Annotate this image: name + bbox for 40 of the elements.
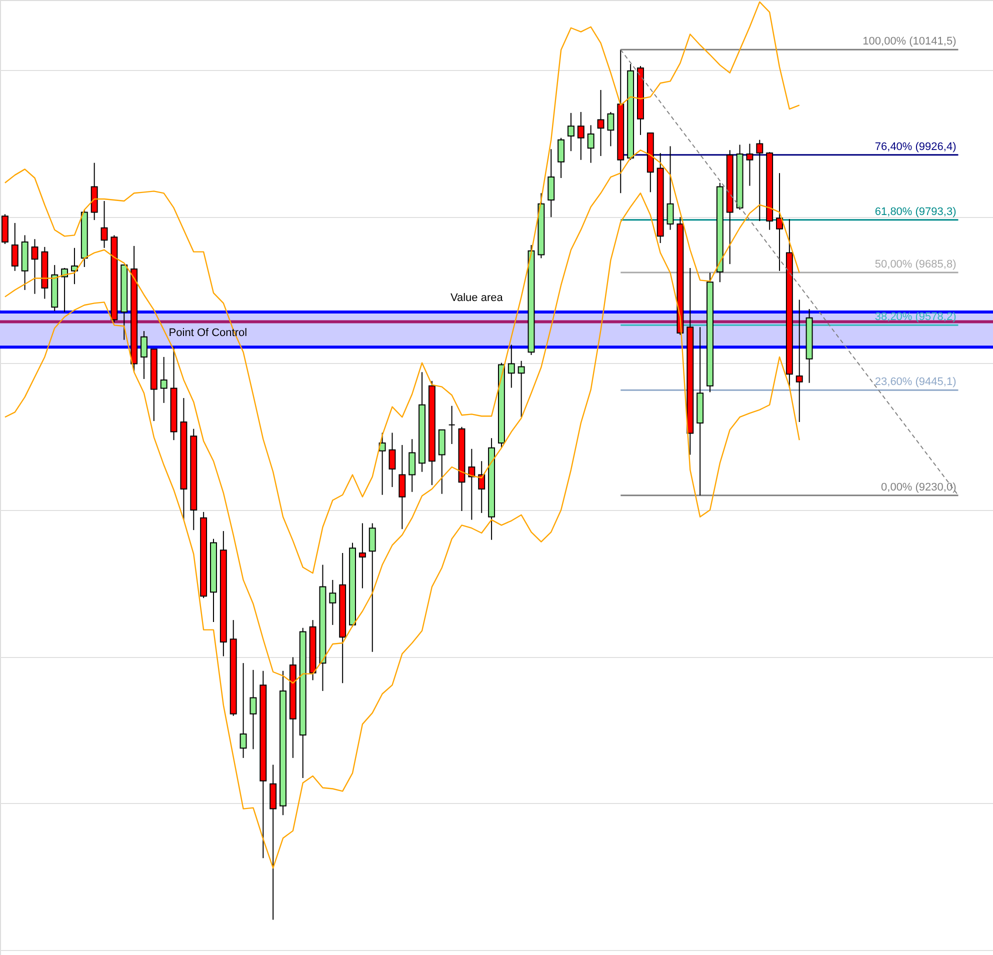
candlestick: [558, 137, 565, 178]
candlestick: [368, 522, 376, 652]
candlestick: [597, 89, 604, 156]
candlestick: [11, 222, 18, 272]
candlestick: [61, 267, 68, 312]
candlestick: [796, 299, 803, 422]
ref-line-label: 0,00% (9230,0): [881, 481, 956, 494]
candlestick: [448, 405, 456, 445]
candlestick: [478, 460, 486, 514]
candlestick: [408, 438, 416, 492]
candlestick: [756, 139, 764, 222]
candlestick: [567, 112, 574, 152]
candlestick: [666, 146, 674, 230]
candlestick: [587, 124, 594, 164]
band-label: Value area: [450, 292, 504, 304]
ref-line-label: 61,80% (9793,3): [874, 206, 956, 218]
ref-line-label: 100,00% (10141,5): [862, 36, 956, 48]
candlestick: [746, 143, 754, 186]
candlestick: [776, 172, 783, 272]
candlestick: [160, 356, 168, 404]
candlestick: [398, 444, 406, 530]
ref-line-label: 23,60% (9445,1): [874, 376, 956, 388]
candlestick: [577, 111, 584, 160]
candlestick: [31, 238, 38, 294]
candlestick: [329, 579, 336, 626]
candlestick: [250, 669, 257, 750]
ref-line-label: 50,00% (9685,8): [874, 258, 956, 270]
candlestick: [607, 111, 614, 147]
candlestick: [468, 448, 476, 520]
candlestick: [240, 662, 247, 758]
candlestick: [388, 432, 396, 488]
candlestick: [358, 522, 366, 589]
ref-line-label: 76,40% (9926,4): [874, 140, 956, 153]
candlestick: [508, 344, 515, 388]
candlestick: [548, 148, 555, 218]
candlestick: [100, 200, 108, 248]
candlestick: [70, 247, 78, 285]
candlestick: [378, 432, 386, 496]
candlestick: [518, 360, 525, 418]
candlestick: [140, 330, 148, 380]
